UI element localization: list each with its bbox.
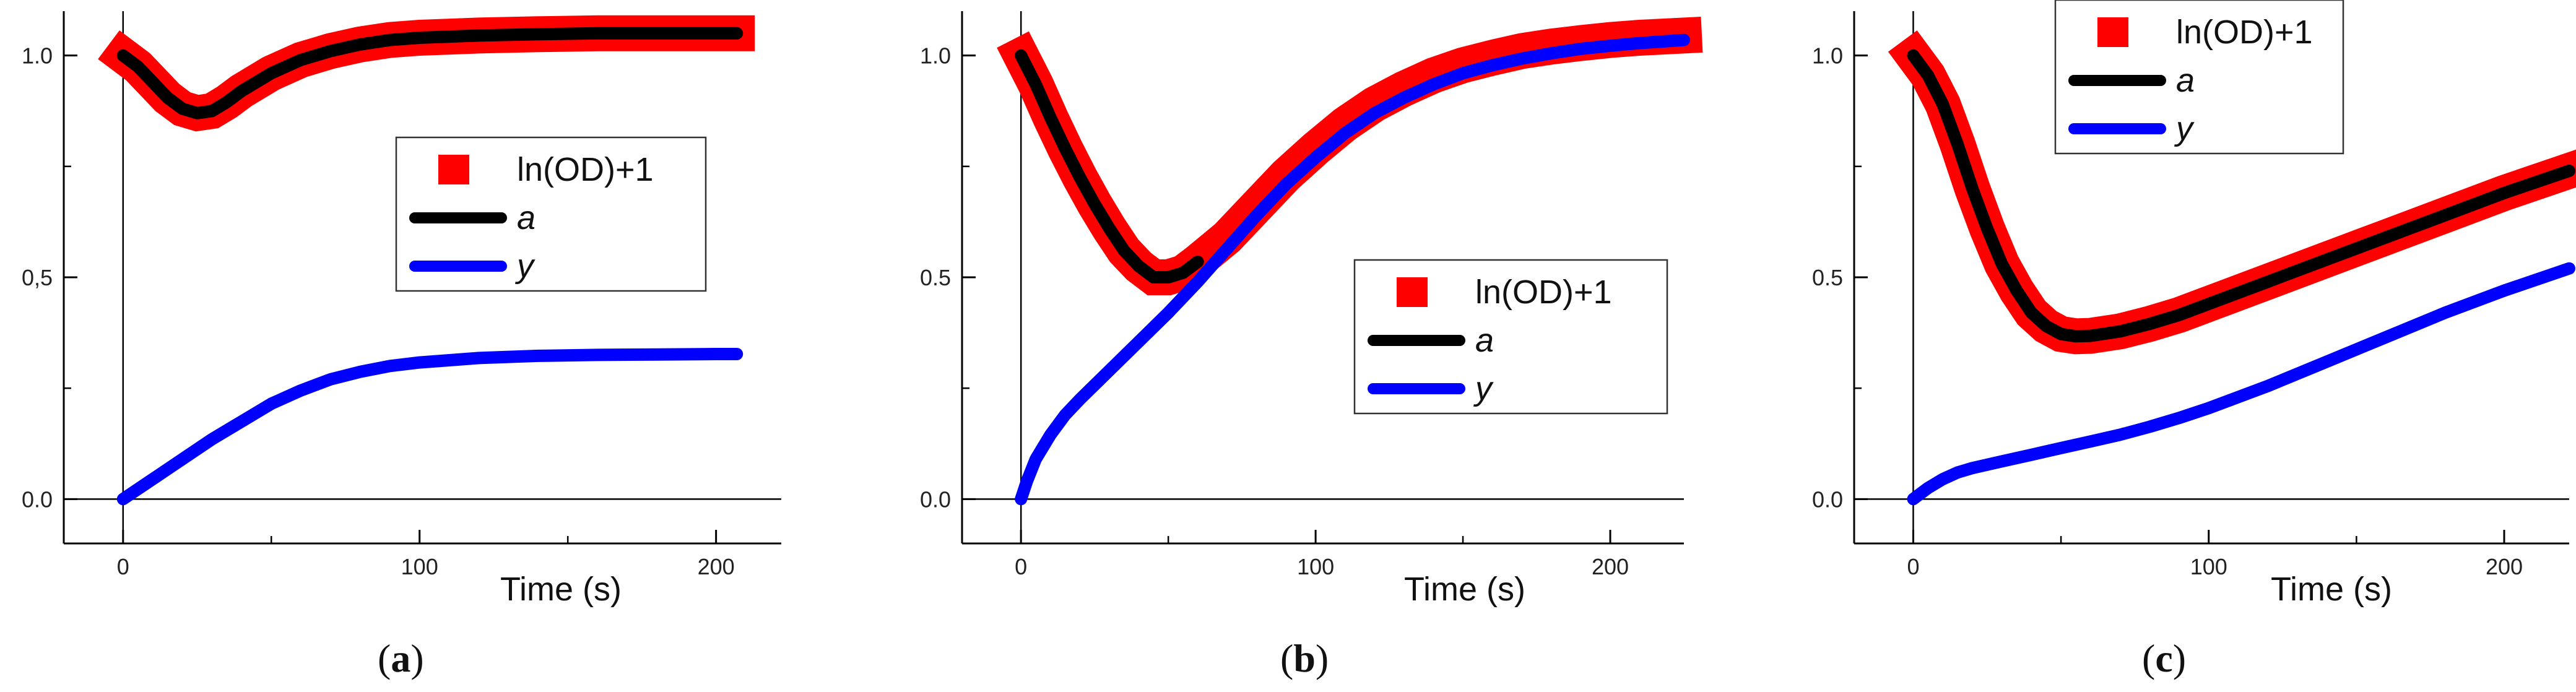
legend-label: ln(OD)+1	[2176, 14, 2313, 51]
caption-open: (	[378, 636, 391, 680]
legend-label: a	[2176, 62, 2195, 99]
series-y	[1907, 262, 2575, 506]
x-tick-label: 100	[1297, 554, 1334, 579]
legend-symbol-ln-od	[1397, 277, 1428, 307]
legend-label: y	[514, 248, 536, 285]
caption-letter: a	[391, 636, 410, 680]
series-a	[116, 27, 744, 119]
panel-caption: (a)	[378, 636, 424, 680]
series-a	[1907, 49, 2575, 343]
legend: ln(OD)+1 ay	[2054, 0, 2344, 155]
x-axis-label: Time (s)	[1404, 571, 1525, 608]
y-tick-label: 0.5	[1812, 265, 1843, 290]
x-tick-label: 0	[1015, 554, 1027, 579]
x-tick-label: 200	[1592, 554, 1629, 579]
panel-b: 0 100 200 0.0 0.5 1.0 ln(OD)+1 ay Time (s) (b)	[920, 11, 1703, 680]
y-tick-label: 0.5	[920, 265, 951, 290]
caption-letter: b	[1293, 636, 1316, 680]
legend-label: ln(OD)+1	[1475, 274, 1612, 311]
y-tick-label: 0,5	[22, 265, 53, 290]
series-ln-od	[98, 15, 755, 132]
x-tick-label: 200	[698, 554, 735, 579]
caption-close: )	[1316, 636, 1329, 680]
caption-close: )	[2173, 636, 2186, 680]
x-tick-label: 100	[2190, 554, 2227, 579]
y-tick-label: 0.0	[1812, 487, 1843, 512]
legend-label: a	[517, 199, 536, 236]
y-tick-label: 1.0	[22, 43, 53, 69]
panel-caption: (b)	[1280, 636, 1329, 680]
y-tick-label: 0.0	[22, 487, 53, 512]
x-tick-label: 0	[1907, 554, 1919, 579]
x-axis-label: Time (s)	[2271, 571, 2392, 608]
panel-c: 0 100 200 0.0 0.5 1.0 ln(OD)+1 ay Time (s) (c)	[1812, 0, 2576, 680]
series-y	[1015, 33, 1690, 506]
legend-symbol-ln-od	[2097, 17, 2128, 47]
legend-symbol-ln-od	[438, 155, 469, 184]
y-tick-label: 0.0	[920, 487, 951, 512]
legend-label: a	[1475, 322, 1494, 359]
caption-open: (	[1280, 636, 1293, 680]
legend-label: y	[1473, 370, 1494, 407]
legend-label: ln(OD)+1	[517, 151, 654, 188]
caption-open: (	[2142, 636, 2155, 680]
y-tick-label: 1.0	[920, 43, 951, 69]
legend: ln(OD)+1 ay	[395, 136, 707, 292]
x-tick-label: 0	[117, 554, 129, 579]
y-tick-label: 1.0	[1812, 43, 1843, 69]
legend-label: y	[2174, 110, 2195, 147]
legend: ln(OD)+1 ay	[1353, 259, 1668, 415]
panel-caption: (c)	[2142, 636, 2186, 680]
x-tick-label: 200	[2486, 554, 2523, 579]
caption-close: )	[410, 636, 423, 680]
x-tick-label: 100	[401, 554, 438, 579]
caption-letter: c	[2155, 636, 2172, 680]
series-y	[116, 348, 744, 506]
x-axis-label: Time (s)	[500, 571, 622, 608]
series-a	[1015, 49, 1204, 283]
